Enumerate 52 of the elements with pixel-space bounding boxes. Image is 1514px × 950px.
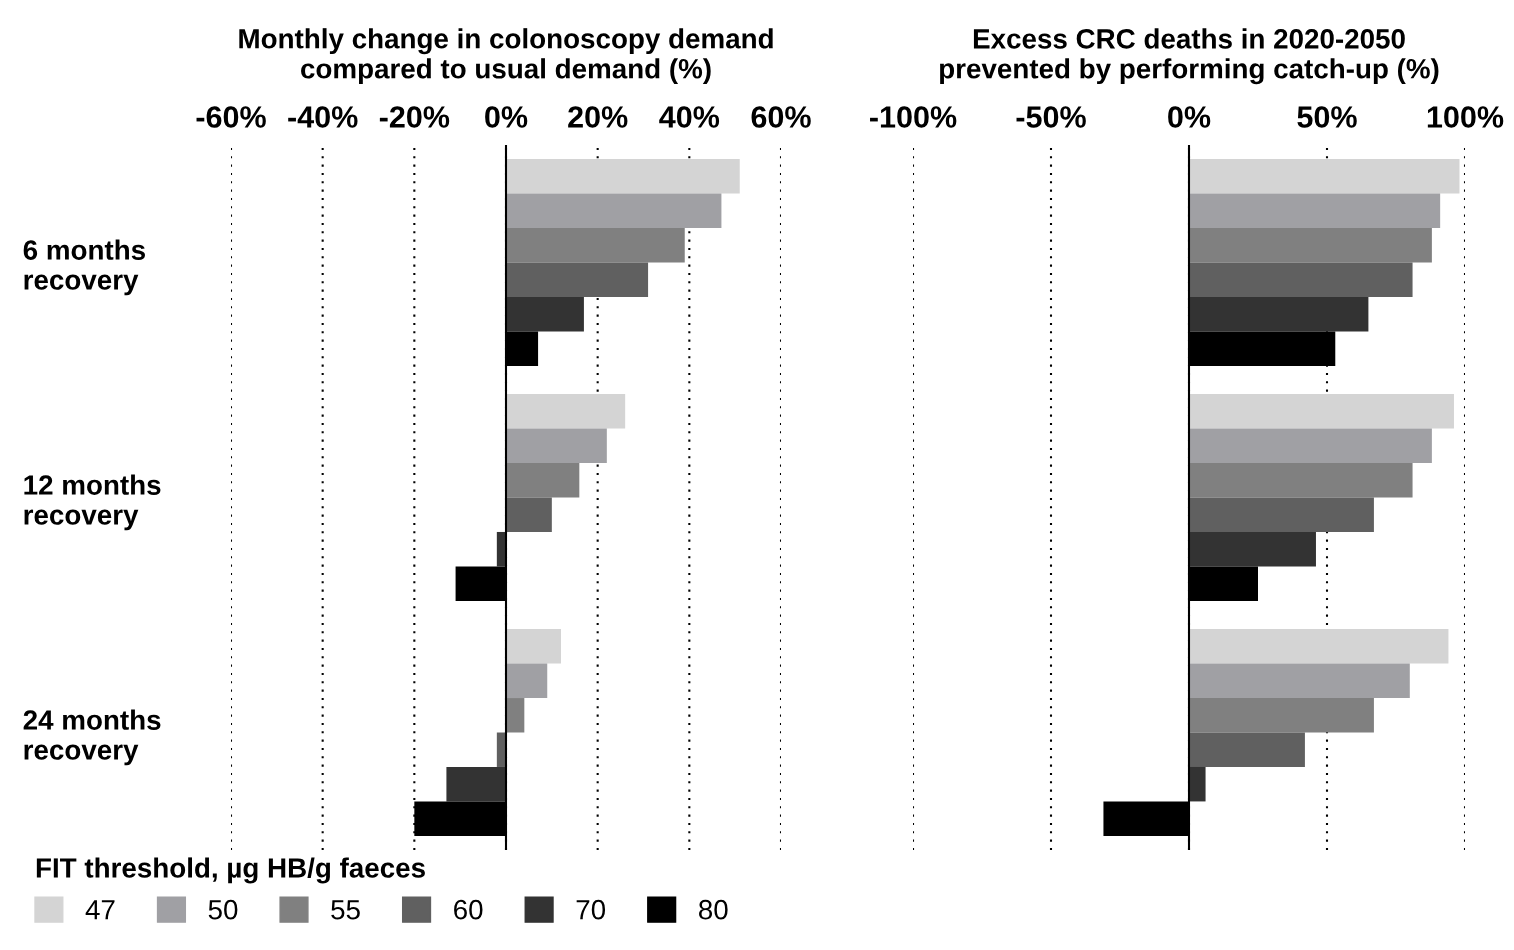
legend-label: 47 xyxy=(85,900,115,920)
bar xyxy=(1189,497,1374,532)
y-tick-label: 24 months recovery xyxy=(23,709,161,766)
x-tick-label: 0% xyxy=(1168,106,1211,128)
legend-label: 70 xyxy=(576,899,606,920)
bar xyxy=(506,262,649,297)
bar xyxy=(1189,428,1432,464)
bar xyxy=(506,159,740,194)
x-tick-label: -100% xyxy=(870,106,957,128)
bar xyxy=(1189,228,1432,263)
x-tick-label: 50% xyxy=(1297,106,1357,128)
bar xyxy=(1189,663,1410,699)
bar xyxy=(1189,766,1206,802)
bar xyxy=(1189,159,1460,194)
x-tick-label: -50% xyxy=(1016,106,1086,128)
bar xyxy=(506,228,685,263)
bar xyxy=(1189,262,1413,297)
bar xyxy=(506,463,580,498)
x-tick-label: -60% xyxy=(196,106,266,128)
x-tick-label: 100% xyxy=(1427,106,1504,128)
chart-title: Monthly change in colonoscopy demand compared to usual demand (%) xyxy=(239,28,773,85)
x-tick-label: 20% xyxy=(568,106,628,128)
legend-label: 80 xyxy=(699,899,728,920)
x-tick-label: 40% xyxy=(659,106,720,128)
x-tick-label: -20% xyxy=(379,106,450,128)
x-tick-label: 0% xyxy=(485,106,528,128)
y-tick-label: 6 months recovery xyxy=(23,239,145,296)
bar xyxy=(1189,531,1316,567)
legend-title: FIT threshold, µg HB/g faeces xyxy=(36,857,425,884)
bar xyxy=(1189,629,1449,664)
bar xyxy=(506,394,626,429)
bar xyxy=(1189,193,1441,229)
legend-label: 60 xyxy=(454,899,483,920)
bar xyxy=(1189,698,1374,733)
x-tick-label: 60% xyxy=(751,106,811,128)
bar xyxy=(506,629,561,664)
bar xyxy=(1189,732,1305,767)
bar xyxy=(506,428,607,464)
legend-label: 50 xyxy=(208,899,238,920)
bar xyxy=(506,698,525,733)
y-tick-label: 12 months recovery xyxy=(24,474,161,531)
bar xyxy=(506,497,552,532)
bar xyxy=(506,663,548,699)
x-tick-label: -40% xyxy=(288,106,358,128)
legend-label: 55 xyxy=(331,900,360,920)
bar xyxy=(506,193,722,229)
bar xyxy=(446,766,506,802)
bar xyxy=(1189,394,1454,429)
bar xyxy=(1189,296,1369,332)
bar xyxy=(1189,463,1413,498)
chart-title: Excess CRC deaths in 2020-2050 prevented by performing catch-up (%) xyxy=(940,28,1439,85)
bar xyxy=(506,296,584,332)
